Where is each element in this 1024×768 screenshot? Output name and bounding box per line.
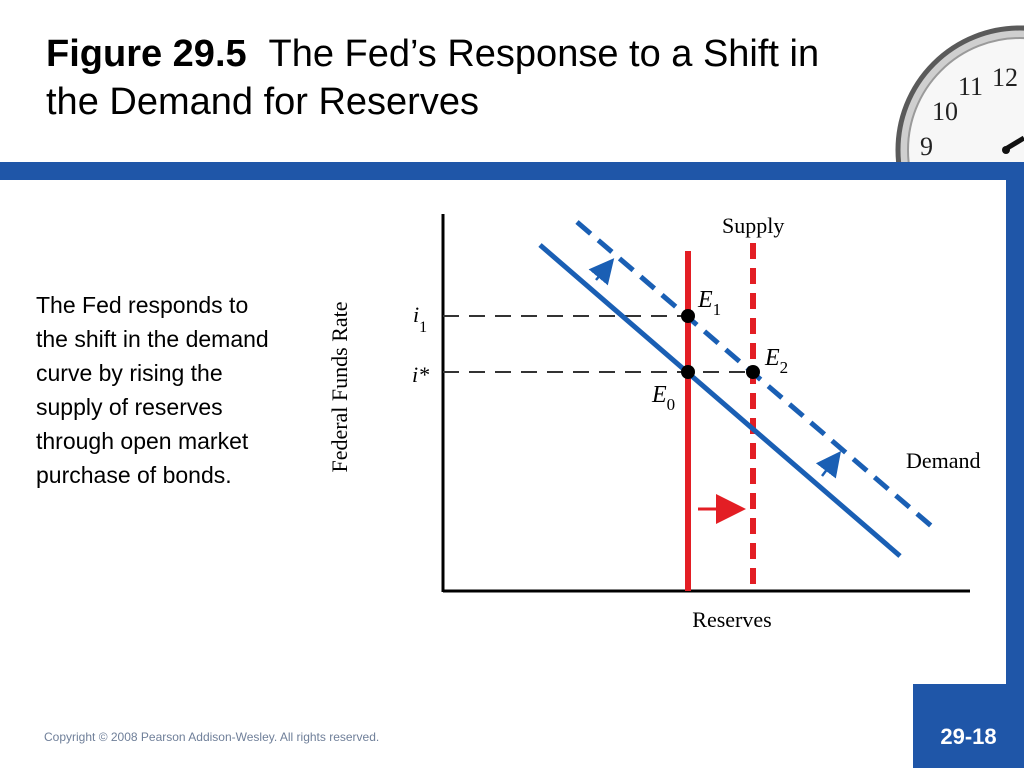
slide-body-text: The Fed responds to the shift in the dem… bbox=[36, 292, 269, 488]
demand-shift-arrow-lower bbox=[815, 451, 842, 479]
point-e1 bbox=[681, 309, 695, 323]
page-number: 29-18 bbox=[940, 724, 997, 749]
demand-shift-arrow-upper bbox=[588, 258, 615, 286]
demand-curve-original bbox=[538, 243, 902, 558]
demand-label: Demand bbox=[906, 448, 981, 473]
slide-title: Figure 29.5 The Fed’s Response to a Shif… bbox=[46, 30, 866, 126]
clock-numeral-11: 11 bbox=[958, 72, 983, 101]
page-number-box: 29-18 bbox=[913, 684, 1024, 768]
copyright-footer: Copyright © 2008 Pearson Addison-Wesley.… bbox=[44, 730, 380, 744]
supply-label: Supply bbox=[722, 213, 784, 238]
i1-label: i1 bbox=[413, 302, 427, 336]
header-band bbox=[0, 162, 1024, 180]
x-axis-label: Reserves bbox=[692, 607, 771, 632]
clock-image: 12 11 10 9 bbox=[895, 25, 1024, 162]
e2-label: E2 bbox=[764, 345, 788, 377]
figure-label: Figure 29.5 bbox=[46, 33, 247, 75]
point-e2 bbox=[746, 365, 760, 379]
e1-label: E1 bbox=[697, 287, 721, 319]
e0-label: E0 bbox=[651, 382, 675, 414]
clock-numeral-9: 9 bbox=[920, 132, 933, 161]
clock-numeral-12: 12 bbox=[992, 63, 1018, 92]
reserves-market-diagram: Federal Funds Rate Reserves i1 i* Supply… bbox=[327, 213, 981, 632]
point-e0 bbox=[681, 365, 695, 379]
side-band bbox=[1006, 180, 1024, 768]
figure-title: The Fed’s Response to a Shift in the Dem… bbox=[46, 33, 820, 123]
clock-numeral-10: 10 bbox=[932, 97, 958, 126]
istar-label: i* bbox=[412, 362, 429, 387]
y-axis-label: Federal Funds Rate bbox=[327, 301, 352, 472]
